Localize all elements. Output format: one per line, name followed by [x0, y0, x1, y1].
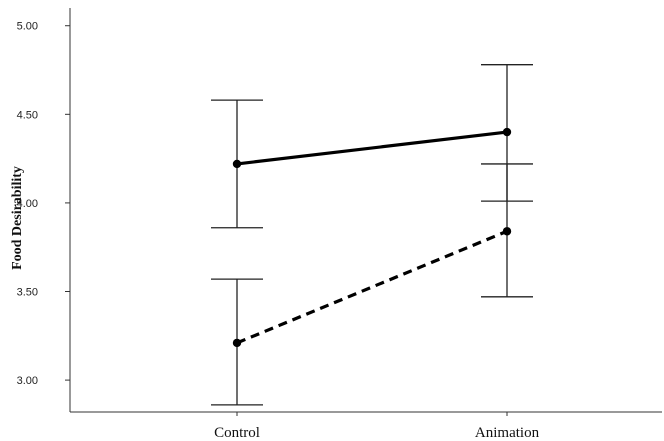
data-point	[502, 227, 512, 236]
data-point	[232, 159, 242, 169]
x-categories-layer: Control Animation	[214, 412, 540, 441]
error-bars-layer	[211, 64, 533, 406]
x-tick-label: Animation	[475, 425, 540, 441]
y-tick-label: 5.00	[17, 21, 38, 33]
points-layer	[232, 127, 512, 348]
x-tick-label: Control	[214, 425, 260, 441]
data-point	[232, 338, 242, 348]
y-tick-label: 3.00	[17, 375, 38, 387]
series-line-dashed	[236, 229, 508, 345]
data-point	[502, 127, 512, 137]
series-layer	[236, 130, 508, 345]
y-axis-title: Food Desirability	[10, 166, 25, 270]
y-ticks-layer: 3.00 3.50 4.00 4.50 5.00	[17, 21, 70, 387]
series-line-solid	[236, 130, 508, 166]
y-tick-label: 4.50	[17, 109, 38, 121]
y-tick-label: 3.50	[17, 287, 38, 299]
y-tick-label: 4.00	[17, 198, 38, 210]
axes-layer	[69, 8, 662, 413]
